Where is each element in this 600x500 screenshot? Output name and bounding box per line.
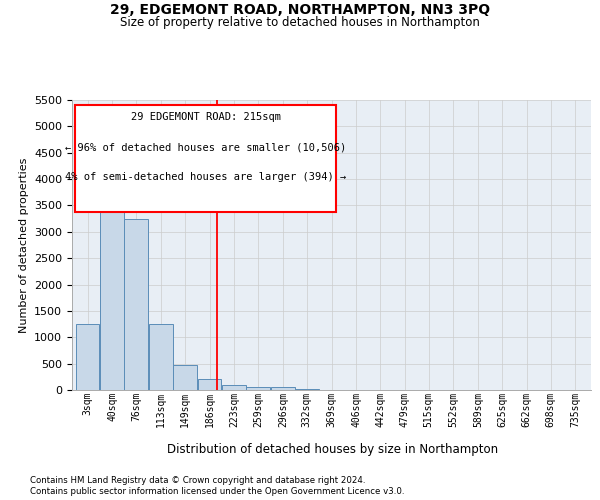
Text: Contains HM Land Registry data © Crown copyright and database right 2024.: Contains HM Land Registry data © Crown c… — [30, 476, 365, 485]
Text: Size of property relative to detached houses in Northampton: Size of property relative to detached ho… — [120, 16, 480, 29]
Bar — [173, 365, 197, 390]
Bar — [247, 386, 270, 390]
Bar — [198, 378, 221, 390]
Y-axis label: Number of detached properties: Number of detached properties — [19, 158, 29, 332]
Text: 29 EDGEMONT ROAD: 215sqm: 29 EDGEMONT ROAD: 215sqm — [131, 112, 281, 122]
Bar — [100, 164, 124, 390]
Text: 4% of semi-detached houses are larger (394) →: 4% of semi-detached houses are larger (3… — [65, 172, 346, 182]
Bar — [76, 324, 100, 390]
Bar — [223, 384, 246, 390]
Text: Distribution of detached houses by size in Northampton: Distribution of detached houses by size … — [167, 442, 499, 456]
Text: 29, EDGEMONT ROAD, NORTHAMPTON, NN3 3PQ: 29, EDGEMONT ROAD, NORTHAMPTON, NN3 3PQ — [110, 2, 490, 16]
Bar — [149, 324, 173, 390]
Text: Contains public sector information licensed under the Open Government Licence v3: Contains public sector information licen… — [30, 487, 404, 496]
Bar — [124, 218, 148, 390]
Text: ← 96% of detached houses are smaller (10,506): ← 96% of detached houses are smaller (10… — [65, 142, 346, 152]
Bar — [271, 388, 295, 390]
